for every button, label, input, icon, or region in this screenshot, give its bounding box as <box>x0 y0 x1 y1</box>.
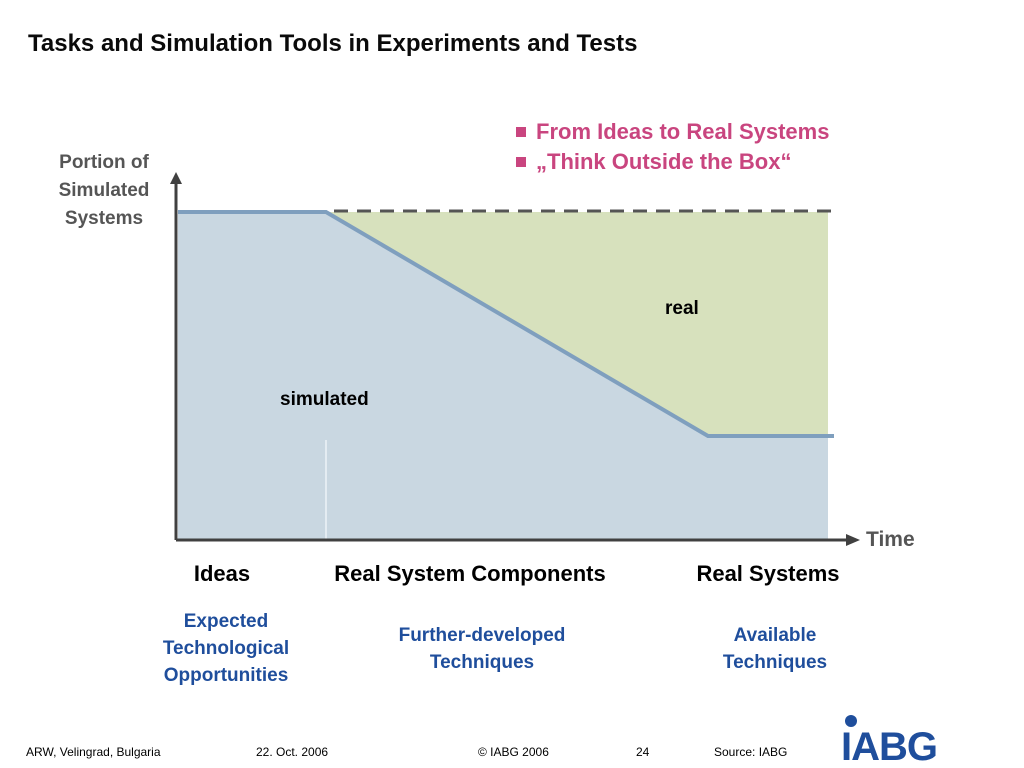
footer-location: ARW, Velingrad, Bulgaria <box>26 745 161 759</box>
footer-page-number: 24 <box>636 745 650 759</box>
technique-further-developed: Further-developed Techniques <box>398 625 566 673</box>
bullet-text: „Think Outside the Box“ <box>536 149 792 174</box>
x-axis-arrow-icon <box>846 534 860 546</box>
stage-ideas: Ideas <box>193 561 251 586</box>
bullet-item: „Think Outside the Box“ <box>516 147 829 177</box>
square-bullet-icon <box>516 127 526 137</box>
stage-real-system-components: Real System Components <box>334 561 606 586</box>
technique-expected: Expected Technological Opportunities <box>162 611 290 686</box>
footer-copyright: © IABG 2006 <box>478 745 549 759</box>
simulated-label: simulated <box>280 389 369 410</box>
y-axis-label: Portion of Simulated Systems <box>58 152 150 229</box>
svg-text:IABG: IABG <box>841 725 937 764</box>
slide-title: Tasks and Simulation Tools in Experiment… <box>28 30 638 57</box>
real-label: real <box>665 298 699 319</box>
real-region <box>326 212 828 436</box>
footer-source: Source: IABG <box>714 745 788 759</box>
stage-real-systems: Real Systems <box>696 561 840 586</box>
y-axis-arrow-icon <box>170 172 182 184</box>
square-bullet-icon <box>516 157 526 167</box>
bullet-item: From Ideas to Real Systems <box>516 117 829 147</box>
bullet-list: From Ideas to Real Systems „Think Outsid… <box>516 117 829 177</box>
bullet-text: From Ideas to Real Systems <box>536 119 830 144</box>
iabg-logo: IABG <box>841 715 938 764</box>
simulation-portion-line <box>178 210 834 438</box>
technique-available: Available Techniques <box>722 625 828 673</box>
x-axis-label: Time <box>866 528 915 551</box>
footer-date: 22. Oct. 2006 <box>256 745 329 759</box>
simulated-region <box>178 212 828 540</box>
